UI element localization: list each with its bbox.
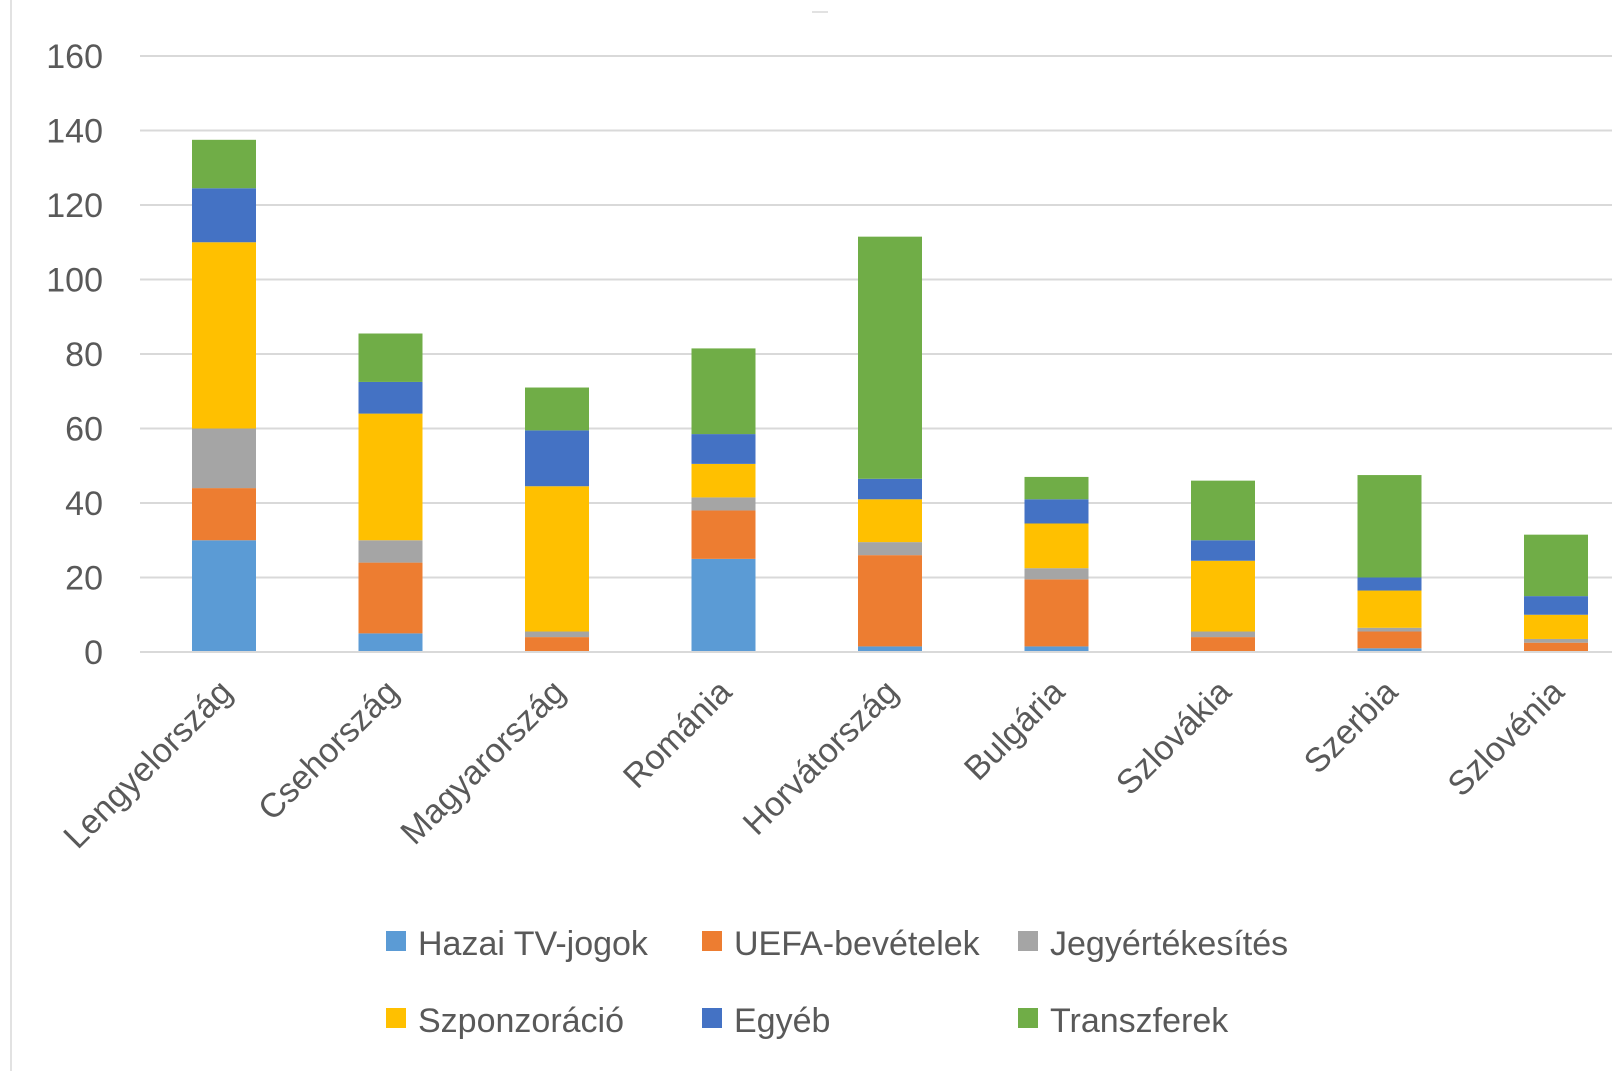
y-tick-label: 160 [46, 38, 103, 76]
bar-segment [1024, 579, 1089, 647]
bar-segment [858, 646, 922, 652]
bar-segment [691, 434, 756, 464]
bar-segment [858, 542, 922, 556]
bar-segment [358, 562, 423, 634]
y-axis-tick-labels: 0 20 40 60 80 100 120 140 160 [46, 38, 103, 672]
bar-segment [1191, 631, 1255, 638]
bar-segment [525, 486, 589, 632]
bar-segment [691, 348, 756, 435]
bar-segment [1524, 638, 1588, 643]
bar-segment [1357, 590, 1422, 628]
x-category-label: Szlovénia [1441, 673, 1572, 804]
y-tick-label: 140 [46, 113, 103, 151]
bar-segment [192, 242, 256, 429]
bar-segment [1357, 627, 1422, 632]
y-tick-label: 80 [65, 336, 103, 374]
bar-segment [1024, 523, 1089, 569]
x-category-label: Magyarország [393, 673, 572, 852]
legend-label: Jegyértékesítés [1050, 925, 1288, 963]
bar-segment [691, 463, 756, 498]
bar-segment [858, 499, 922, 543]
bar-segment [858, 236, 922, 479]
bar-segment [1524, 614, 1588, 639]
bar-segment [1357, 648, 1422, 652]
legend: Hazai TV-jogok UEFA-bevételek Jegyértékesí… [386, 925, 1288, 1040]
bar-segment [192, 540, 256, 652]
bar-segment [358, 333, 423, 382]
bar-segment [1024, 646, 1089, 652]
bar-segment [358, 540, 423, 563]
x-category-label: Szlovákia [1109, 673, 1239, 803]
y-tick-label: 120 [46, 187, 103, 225]
bar-segment [358, 381, 423, 414]
bar-segment [1024, 476, 1089, 500]
y-tick-label: 60 [65, 411, 103, 449]
bar-segment [858, 478, 922, 500]
bars [192, 139, 1588, 652]
y-tick-label: 0 [84, 634, 103, 672]
y-tick-label: 40 [65, 485, 103, 523]
x-category-label: Románia [616, 673, 739, 796]
legend-label: Transzferek [1050, 1002, 1229, 1040]
x-category-label: Szerbia [1297, 673, 1405, 781]
bar-segment [1191, 560, 1255, 632]
legend-swatch [1018, 1008, 1038, 1028]
bar-segment [1357, 631, 1422, 649]
bar-segment [525, 631, 589, 638]
legend-label: Hazai TV-jogok [418, 925, 649, 963]
bar-segment [525, 430, 589, 487]
legend-swatch [702, 931, 722, 951]
bar-segment [358, 633, 423, 652]
bar-segment [1524, 642, 1588, 652]
bar-segment [1024, 499, 1089, 524]
legend-swatch [702, 1008, 722, 1028]
bar-segment [1191, 637, 1255, 652]
bar-segment [525, 637, 589, 652]
bar-segment [1357, 577, 1422, 591]
x-category-label: Lengyelország [56, 673, 239, 856]
bar-segment [192, 488, 256, 541]
bar-segment [1357, 475, 1422, 578]
legend-swatch [1018, 931, 1038, 951]
x-category-label: Bulgária [957, 673, 1072, 788]
bar-segment [858, 555, 922, 647]
bar-segment [1524, 596, 1588, 615]
bar-segment [192, 188, 256, 243]
x-category-label: Csehország [251, 673, 406, 828]
legend-label: Szponzoráció [418, 1002, 624, 1040]
legend-label: UEFA-bevételek [734, 925, 981, 963]
bar-segment [192, 139, 256, 189]
bar-segment [1524, 534, 1588, 597]
y-tick-label: 20 [65, 560, 103, 598]
bar-segment [1191, 540, 1255, 561]
bar-segment [525, 387, 589, 431]
x-category-label: Horvátország [736, 673, 906, 843]
bar-segment [1024, 568, 1089, 580]
bar-segment [691, 497, 756, 511]
bar-segment [1191, 480, 1255, 541]
bar-segment [691, 510, 756, 559]
legend-label: Egyéb [734, 1002, 830, 1040]
y-tick-label: 100 [46, 262, 103, 300]
bar-segment [358, 413, 423, 541]
bar-segment [691, 558, 756, 652]
bar-segment [192, 428, 256, 489]
legend-swatch [386, 931, 406, 951]
legend-swatch [386, 1008, 406, 1028]
